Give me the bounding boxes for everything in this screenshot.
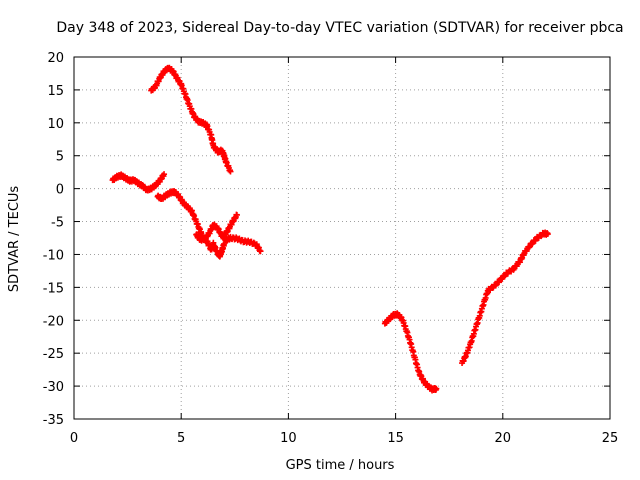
- data-point: [433, 385, 440, 392]
- y-tick-label: 5: [56, 150, 64, 165]
- y-tick-label: 10: [47, 117, 64, 132]
- data-point: [221, 240, 228, 247]
- data-series: [109, 64, 551, 394]
- axis-ticks: 0 5 10 15 20 25 20 15 10 5 0 -5 -10 -15 -20 -25 -30 -35: [43, 51, 619, 446]
- plot-frame: [73, 56, 611, 420]
- x-tick-label: 0: [70, 431, 78, 446]
- series-track-a: [148, 64, 234, 175]
- data-point: [544, 231, 551, 238]
- data-point: [233, 211, 240, 218]
- x-axis-title: GPS time / hours: [286, 458, 395, 473]
- series-track-f: [381, 310, 440, 394]
- series-track-g: [459, 229, 551, 367]
- series-track-e: [221, 211, 240, 240]
- y-tick-label: -30: [43, 380, 64, 395]
- y-axis-title: SDTVAR / TECUs: [7, 186, 22, 293]
- chart-title: Day 348 of 2023, Sidereal Day-to-day VTE…: [56, 20, 623, 36]
- y-tick-label: -20: [43, 314, 64, 329]
- x-tick-label: 25: [602, 431, 619, 446]
- series-track-b: [109, 171, 168, 194]
- x-tick-label: 15: [387, 431, 404, 446]
- x-tick-label: 10: [280, 431, 297, 446]
- data-point: [257, 248, 264, 255]
- y-tick-label: 20: [47, 51, 64, 66]
- y-tick-label: 0: [56, 183, 64, 198]
- x-tick-label: 5: [177, 431, 185, 446]
- y-tick-label: -35: [43, 413, 64, 428]
- y-tick-label: -5: [51, 216, 64, 231]
- y-tick-label: 15: [47, 84, 64, 99]
- y-tick-label: -15: [43, 281, 64, 296]
- y-tick-label: -10: [43, 248, 64, 263]
- data-point: [227, 168, 234, 175]
- grid-lines: [74, 57, 610, 419]
- y-tick-label: -25: [43, 347, 64, 362]
- x-tick-label: 20: [495, 431, 512, 446]
- data-point: [526, 244, 533, 251]
- data-point: [161, 171, 168, 178]
